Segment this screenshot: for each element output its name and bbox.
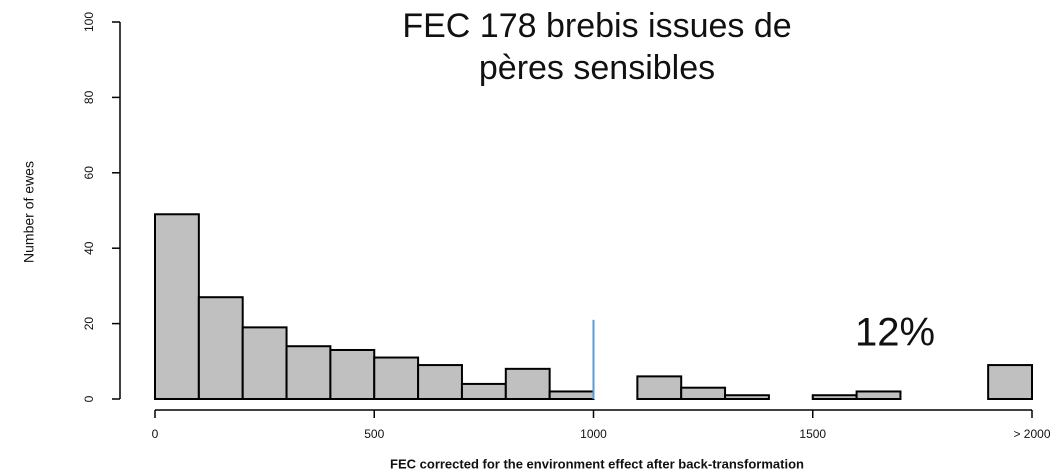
bar — [154, 213, 200, 400]
chart-title: pères sensibles — [479, 49, 715, 87]
bar — [504, 367, 551, 400]
bar — [987, 364, 1034, 401]
x-tick-label: > 2000 — [1013, 427, 1050, 441]
y-tick-label: 20 — [82, 317, 96, 331]
bar — [680, 386, 727, 401]
y-tick-label: 100 — [82, 12, 96, 32]
bar — [197, 296, 244, 400]
x-tick-label: 1000 — [580, 427, 607, 441]
x-tick-label: 500 — [364, 427, 384, 441]
annotation: 12% — [855, 311, 935, 355]
bar — [548, 390, 595, 400]
x-tick-label: 0 — [152, 427, 159, 441]
bar — [855, 390, 902, 400]
bar — [460, 382, 507, 401]
x-tick-label: 1500 — [799, 427, 826, 441]
bar — [285, 345, 332, 400]
bar — [373, 356, 420, 400]
bar — [811, 394, 858, 401]
bar — [636, 375, 683, 401]
x-axis-label: FEC corrected for the environment effect… — [390, 456, 804, 471]
chart-title: FEC 178 brebis issues de — [402, 7, 791, 45]
y-tick-label: 0 — [82, 395, 96, 402]
bar — [417, 364, 463, 401]
y-tick-label: 80 — [82, 90, 96, 104]
y-tick-label: 40 — [82, 241, 96, 255]
y-tick-label: 60 — [82, 166, 96, 180]
y-axis-label: Number of ewes — [21, 161, 37, 263]
bar — [724, 394, 770, 401]
bar — [329, 348, 376, 400]
bar — [241, 326, 288, 400]
